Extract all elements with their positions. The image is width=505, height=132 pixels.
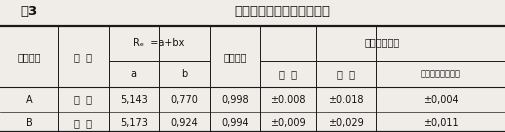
Text: 与烘干法相对标准: 与烘干法相对标准 [421, 70, 461, 79]
Text: B: B [26, 118, 32, 128]
Text: 5,143: 5,143 [120, 95, 147, 105]
Text: 0,994: 0,994 [221, 118, 248, 128]
Text: 水分标准误差: 水分标准误差 [365, 38, 400, 48]
Text: Rₑ  =a+bx: Rₑ =a+bx [133, 38, 185, 48]
Text: 0,770: 0,770 [170, 95, 198, 105]
Text: a: a [131, 69, 137, 79]
Text: 室内标定和田间标定的结果: 室内标定和田间标定的结果 [235, 5, 331, 18]
Text: b: b [181, 69, 187, 79]
Text: 5,173: 5,173 [120, 118, 148, 128]
Text: 最  大: 最 大 [337, 69, 355, 79]
Text: ±0,004: ±0,004 [423, 95, 459, 105]
Text: 表3: 表3 [20, 5, 37, 18]
Text: 土  壤: 土 壤 [74, 95, 92, 105]
Text: ±0.018: ±0.018 [328, 95, 364, 105]
Text: 大  田: 大 田 [74, 118, 92, 128]
Text: 相关系数: 相关系数 [223, 52, 246, 62]
Text: A: A [26, 95, 32, 105]
Text: 0,998: 0,998 [221, 95, 248, 105]
Text: 方程编号: 方程编号 [17, 52, 41, 62]
Text: 平  均: 平 均 [279, 69, 297, 79]
Text: 0,924: 0,924 [171, 118, 198, 128]
Text: ±0,009: ±0,009 [270, 118, 306, 128]
Text: 土  壤: 土 壤 [74, 52, 92, 62]
Text: ±0,011: ±0,011 [423, 118, 459, 128]
Text: ±0,029: ±0,029 [328, 118, 364, 128]
Text: ±0.008: ±0.008 [270, 95, 306, 105]
